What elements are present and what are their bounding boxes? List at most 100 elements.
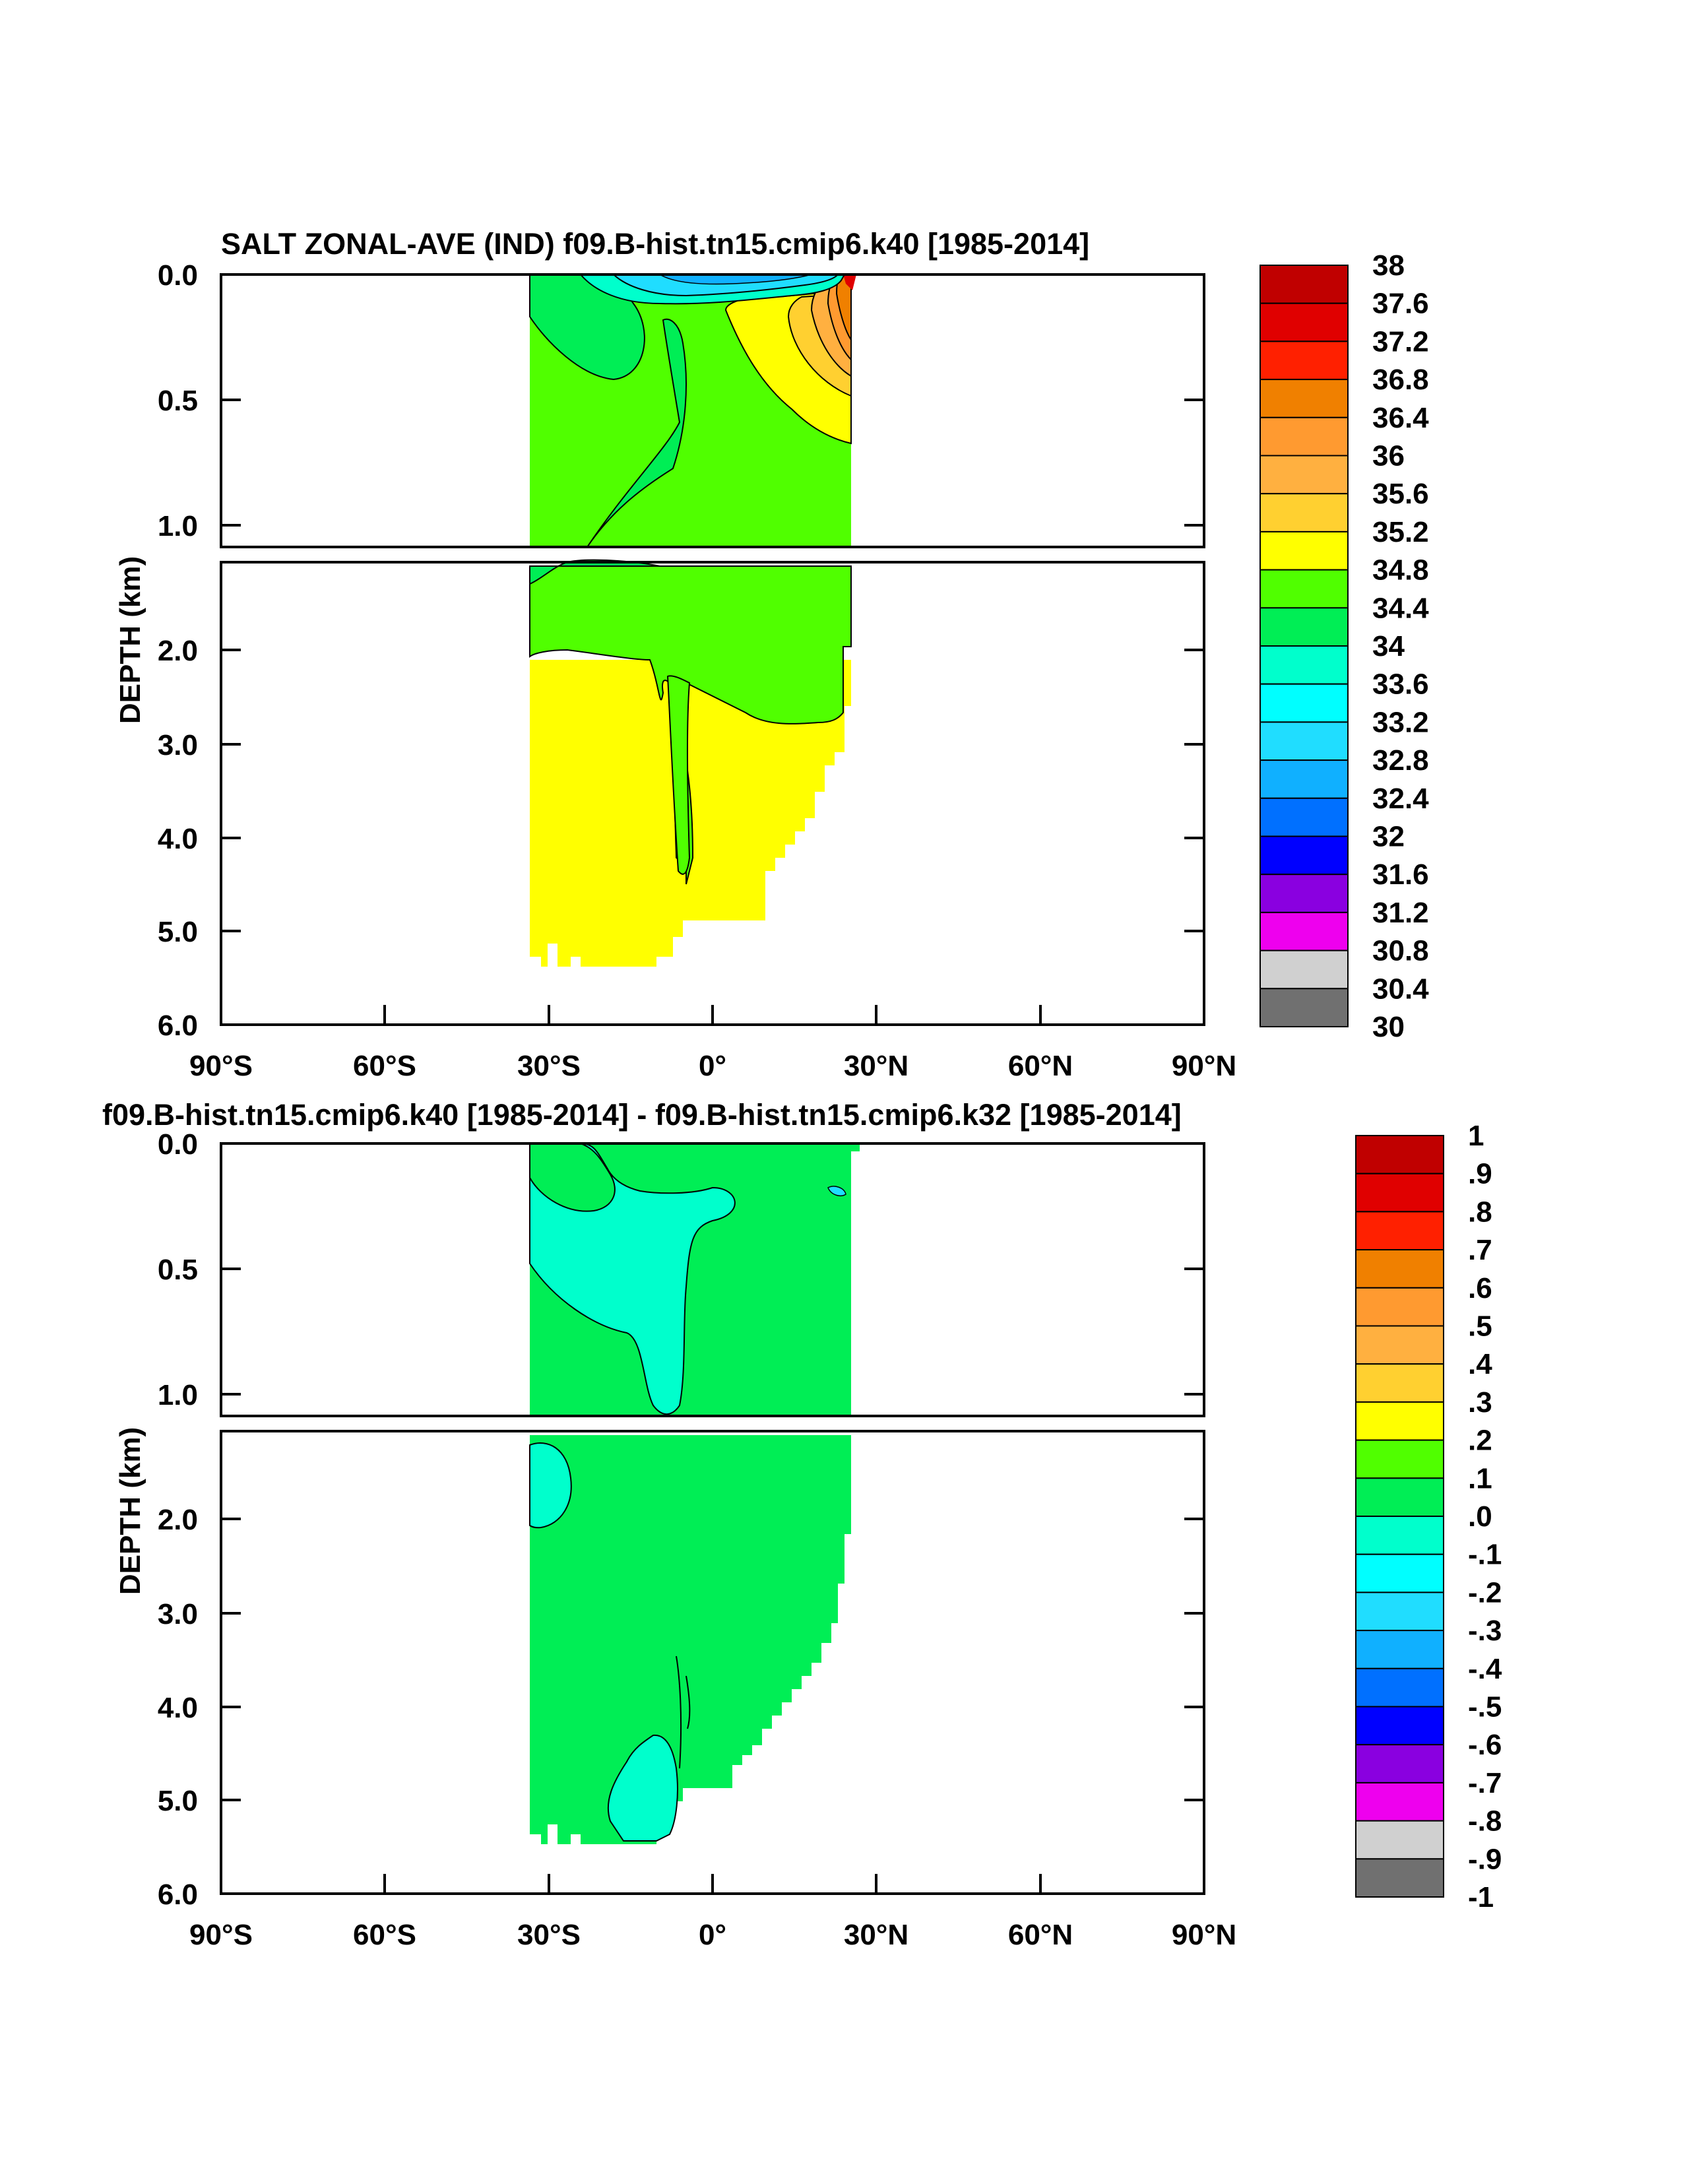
y-tick-label: 6.0 [158, 1879, 198, 1911]
upper-axes-frame [220, 1142, 1205, 1417]
y-tick-label: 4.0 [158, 1692, 198, 1724]
colorbar-label: 38 [1372, 249, 1405, 282]
colorbar-label: -.6 [1468, 1729, 1502, 1761]
y-tick-label: 2.0 [158, 635, 198, 667]
salinity-lower-fields [529, 559, 852, 967]
salinity-deep-green [529, 565, 852, 885]
y-tick-label: 0.5 [158, 1254, 198, 1286]
colorbar-box [1355, 1249, 1444, 1289]
y-tick-labels: 0.0 0.5 1.0 2.0 3.0 4.0 5.0 6.0 [158, 1128, 198, 1911]
colorbar-box [1355, 1135, 1444, 1174]
colorbar-label: 35.6 [1372, 478, 1429, 510]
colorbar-box [1355, 1591, 1444, 1632]
y-tick-label: 5.0 [158, 1785, 198, 1817]
y-tick-label: 3.0 [158, 1598, 198, 1630]
colorbar-box [1355, 1858, 1444, 1898]
x-axis [383, 1874, 1042, 1894]
colorbar-label: .4 [1468, 1348, 1492, 1380]
salinity-panel: SALT ZONAL-AVE (IND) f09.B-hist.tn15.cmi… [114, 227, 1429, 1082]
salinity-colorbar: 38 37.6 37.2 36.8 36.4 36 35.6 35.2 34.8 34.4 34 33… [1259, 249, 1429, 1043]
salinity-intermediate-tongue [666, 675, 691, 875]
difference-panel: f09.B-hist.tn15.cmip6.k40 [1985-2014] - … [102, 1098, 1502, 1951]
colorbar-label: -1 [1468, 1881, 1494, 1913]
y-tick-label: 0.0 [158, 1128, 198, 1161]
difference-negative-patch-south [529, 1442, 572, 1529]
x-tick-label: 90°S [189, 1919, 253, 1951]
colorbar-box [1259, 265, 1349, 304]
colorbar-label: -.3 [1468, 1615, 1502, 1647]
colorbar-label: -.9 [1468, 1843, 1502, 1875]
salinity-region-36-8 [835, 274, 852, 342]
y-tick-label: 2.0 [158, 1504, 198, 1536]
colorbar-box [1355, 1172, 1444, 1213]
y-tick-label: 6.0 [158, 1010, 198, 1042]
upper-axes-frame [220, 273, 1205, 548]
colorbar-box [1355, 1820, 1444, 1860]
colorbar-label: 33.2 [1372, 706, 1429, 738]
panel-title: SALT ZONAL-AVE (IND) f09.B-hist.tn15.cmi… [221, 227, 1089, 261]
difference-lower-fields [529, 1435, 851, 1844]
y-tick-label: 0.0 [158, 259, 198, 292]
difference-negative-patch-bottom [607, 1734, 678, 1842]
colorbar-label: 34.4 [1372, 592, 1429, 624]
x-tick-label: 30°N [844, 1050, 908, 1082]
x-tick-label: 60°S [353, 1050, 416, 1082]
colorbar-label: 37.2 [1372, 325, 1429, 358]
colorbar-labels: 1 .9 .8 .7 .6 .5 .4 .3 .2 .1 .0 -.1 -.2 -.3 -.4 -.5 -.6 -… [1468, 1120, 1502, 1913]
colorbar-label: .7 [1468, 1234, 1492, 1266]
x-tick-label: 60°N [1008, 1050, 1073, 1082]
difference-colorbar: 1 .9 .8 .7 .6 .5 .4 .3 .2 .1 .0 -.1 -.2 -.3 -.4 -.5 -.6 -… [1355, 1120, 1502, 1913]
y-tick-labels: 0.0 0.5 1.0 2.0 3.0 4.0 5.0 6.0 [158, 259, 198, 1042]
colorbar-label: .2 [1468, 1425, 1492, 1457]
colorbar-label: .3 [1468, 1386, 1492, 1419]
x-tick-label: 60°N [1008, 1919, 1073, 1951]
y-axis-label: DEPTH (km) [114, 556, 146, 724]
colorbar-label: 36.4 [1372, 402, 1429, 434]
colorbar-label: -.5 [1468, 1691, 1502, 1723]
colorbar-box [1259, 493, 1349, 532]
x-tick-labels: 90°S 60°S 30°S 0° 30°N 60°N 90°N [189, 1050, 1236, 1082]
colorbar-label: -.4 [1468, 1653, 1502, 1685]
colorbar-box [1259, 302, 1349, 342]
x-tick-labels: 90°S 60°S 30°S 0° 30°N 60°N 90°N [189, 1919, 1236, 1951]
x-tick-label: 90°N [1172, 1050, 1236, 1082]
x-tick-label: 90°N [1172, 1919, 1236, 1951]
difference-contour-thin [676, 1655, 691, 1769]
colorbar-box [1259, 607, 1349, 647]
colorbar-box [1259, 683, 1349, 723]
colorbar-label: 32.8 [1372, 744, 1429, 777]
colorbar-box [1259, 455, 1349, 495]
colorbar-label: 34 [1372, 630, 1405, 662]
colorbar-box [1355, 1706, 1444, 1746]
salinity-region-deep-green [587, 318, 687, 548]
x-axis [383, 1005, 1042, 1025]
difference-upper-fields [529, 1143, 860, 1416]
difference-region-small-blue [827, 1186, 846, 1196]
colorbar-label: 31.6 [1372, 858, 1429, 891]
colorbar-label: 36.8 [1372, 364, 1429, 396]
colorbar-box [1259, 569, 1349, 609]
colorbar-box [1355, 1363, 1444, 1403]
colorbar-label: -.1 [1468, 1539, 1502, 1571]
colorbar-label: -.7 [1468, 1767, 1502, 1799]
colorbar-box [1355, 1553, 1444, 1593]
x-tick-label: 60°S [353, 1919, 416, 1951]
colorbar-label: -.2 [1468, 1576, 1502, 1609]
y-axis [221, 1142, 1204, 1801]
colorbar-label: 30.8 [1372, 935, 1429, 967]
colorbar-label: 36 [1372, 440, 1405, 472]
colorbar-boxes [1355, 1135, 1444, 1898]
x-tick-label: 90°S [189, 1050, 253, 1082]
difference-region-upper-green-bubble [529, 1143, 616, 1212]
salinity-region-32-4 [658, 274, 812, 285]
y-axis [221, 273, 1204, 932]
colorbar-box [1355, 1667, 1444, 1708]
colorbar-box [1259, 340, 1349, 381]
y-tick-label: 1.0 [158, 510, 198, 542]
colorbar-label: 37.6 [1372, 288, 1429, 320]
colorbar-label: 33.6 [1372, 668, 1429, 701]
colorbar-label: 1 [1468, 1120, 1484, 1152]
y-axis-label: DEPTH (km) [114, 1427, 146, 1595]
colorbar-box [1355, 1211, 1444, 1251]
salinity-region-37-6 [843, 274, 856, 290]
